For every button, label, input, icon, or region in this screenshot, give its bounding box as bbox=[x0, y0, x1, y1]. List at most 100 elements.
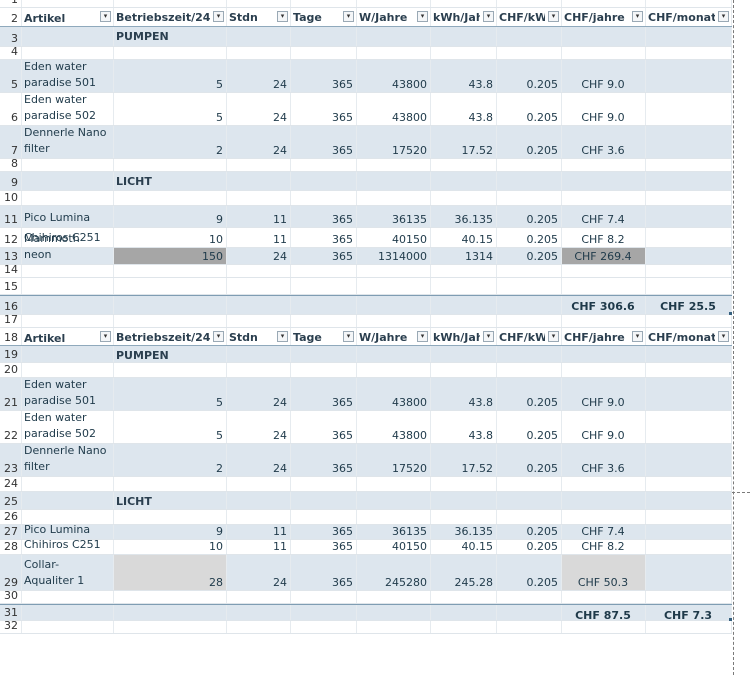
cell-30-4[interactable] bbox=[357, 591, 431, 603]
cell-30-3[interactable] bbox=[291, 591, 357, 603]
filter-dropdown-icon[interactable]: ▾ bbox=[100, 331, 111, 342]
row-number[interactable]: 3 bbox=[0, 27, 22, 46]
cell-15-8[interactable] bbox=[646, 278, 732, 294]
column-header-8[interactable]: CHF/monate▾ bbox=[646, 8, 732, 26]
cell-19-0[interactable] bbox=[22, 346, 114, 362]
cell-20-3[interactable] bbox=[291, 363, 357, 377]
cell-29-3[interactable]: 365 bbox=[291, 555, 357, 590]
cell-1-4[interactable] bbox=[357, 0, 431, 7]
cell-7-1[interactable]: 2 bbox=[114, 126, 227, 158]
row-number[interactable]: 7 bbox=[0, 126, 22, 158]
cell-25-5[interactable] bbox=[431, 492, 497, 509]
cell-9-7[interactable] bbox=[562, 172, 646, 190]
cell-28-0[interactable]: Chihiros C251 bbox=[22, 538, 114, 554]
cell-31-0[interactable] bbox=[22, 605, 114, 620]
cell-9-3[interactable] bbox=[291, 172, 357, 190]
row-number[interactable]: 1 bbox=[0, 0, 22, 7]
cell-19-2[interactable] bbox=[227, 346, 291, 362]
cell-10-2[interactable] bbox=[227, 191, 291, 205]
cell-9-2[interactable] bbox=[227, 172, 291, 190]
cell-3-5[interactable] bbox=[431, 27, 497, 46]
column-header-3[interactable]: Tage ▾ bbox=[291, 8, 357, 26]
cell-31-5[interactable] bbox=[431, 605, 497, 620]
cell-17-8[interactable] bbox=[646, 315, 732, 327]
row-number[interactable]: 22 bbox=[0, 411, 22, 443]
cell-22-4[interactable]: 43800 bbox=[357, 411, 431, 443]
column-header-7[interactable]: CHF/jahre ▾ bbox=[562, 328, 646, 345]
row-number[interactable]: 21 bbox=[0, 378, 22, 410]
cell-14-1[interactable] bbox=[114, 265, 227, 277]
cell-23-5[interactable]: 17.52 bbox=[431, 444, 497, 476]
cell-14-6[interactable] bbox=[497, 265, 562, 277]
cell-27-2[interactable]: 11 bbox=[227, 525, 291, 539]
cell-16-0[interactable] bbox=[22, 296, 114, 314]
cell-13-2[interactable]: 24 bbox=[227, 248, 291, 264]
cell-14-8[interactable] bbox=[646, 265, 732, 277]
cell-8-3[interactable] bbox=[291, 159, 357, 171]
cell-21-6[interactable]: 0.205 bbox=[497, 378, 562, 410]
cell-25-0[interactable] bbox=[22, 492, 114, 509]
cell-12-3[interactable]: 365 bbox=[291, 228, 357, 247]
row-number[interactable]: 24 bbox=[0, 477, 22, 491]
cell-3-7[interactable] bbox=[562, 27, 646, 46]
cell-10-3[interactable] bbox=[291, 191, 357, 205]
cell-32-5[interactable] bbox=[431, 621, 497, 633]
cell-8-1[interactable] bbox=[114, 159, 227, 171]
cell-7-8[interactable] bbox=[646, 126, 732, 158]
cell-15-5[interactable] bbox=[431, 278, 497, 294]
cell-31-7[interactable]: CHF 87.5 bbox=[562, 605, 646, 622]
cell-8-7[interactable] bbox=[562, 159, 646, 171]
cell-22-5[interactable]: 43.8 bbox=[431, 411, 497, 443]
row-number[interactable]: 17 bbox=[0, 313, 22, 327]
cell-26-0[interactable] bbox=[22, 510, 114, 524]
cell-1-0[interactable] bbox=[22, 0, 114, 7]
cell-29-1[interactable]: 28 bbox=[114, 555, 227, 590]
filter-dropdown-icon[interactable]: ▾ bbox=[483, 11, 494, 22]
row-number[interactable]: 16 bbox=[0, 296, 22, 314]
cell-23-1[interactable]: 2 bbox=[114, 444, 227, 476]
filter-dropdown-icon[interactable]: ▾ bbox=[548, 11, 559, 22]
cell-1-8[interactable] bbox=[646, 0, 732, 7]
cell-23-8[interactable] bbox=[646, 444, 732, 476]
row-number[interactable]: 4 bbox=[0, 45, 22, 59]
cell-5-8[interactable] bbox=[646, 60, 732, 92]
cell-12-8[interactable] bbox=[646, 228, 732, 247]
cell-26-6[interactable] bbox=[497, 510, 562, 524]
column-header-4[interactable]: W/Jahre ▾ bbox=[357, 8, 431, 26]
cell-10-0[interactable] bbox=[22, 191, 114, 205]
cell-19-3[interactable] bbox=[291, 346, 357, 362]
cell-21-1[interactable]: 5 bbox=[114, 378, 227, 410]
cell-28-7[interactable]: CHF 8.2 bbox=[562, 540, 646, 554]
cell-17-3[interactable] bbox=[291, 315, 357, 327]
row-number[interactable]: 11 bbox=[0, 206, 22, 227]
cell-20-0[interactable] bbox=[22, 363, 114, 377]
cell-24-1[interactable] bbox=[114, 477, 227, 491]
cell-6-0[interactable]: Eden water paradise 502 bbox=[22, 93, 114, 125]
cell-24-8[interactable] bbox=[646, 477, 732, 491]
cell-25-3[interactable] bbox=[291, 492, 357, 509]
row-number[interactable]: 14 bbox=[0, 263, 22, 277]
cell-12-5[interactable]: 40.15 bbox=[431, 228, 497, 247]
cell-17-1[interactable] bbox=[114, 315, 227, 327]
cell-21-3[interactable]: 365 bbox=[291, 378, 357, 410]
cell-20-5[interactable] bbox=[431, 363, 497, 377]
cell-1-6[interactable] bbox=[497, 0, 562, 7]
cell-28-6[interactable]: 0.205 bbox=[497, 540, 562, 554]
cell-32-8[interactable] bbox=[646, 621, 732, 633]
cell-14-5[interactable] bbox=[431, 265, 497, 277]
cell-16-2[interactable] bbox=[227, 296, 291, 314]
cell-15-1[interactable] bbox=[114, 278, 227, 294]
row-number[interactable]: 29 bbox=[0, 555, 22, 590]
cell-7-4[interactable]: 17520 bbox=[357, 126, 431, 158]
row-number[interactable]: 6 bbox=[0, 93, 22, 125]
cell-5-4[interactable]: 43800 bbox=[357, 60, 431, 92]
filter-dropdown-icon[interactable]: ▾ bbox=[277, 331, 288, 342]
cell-1-2[interactable] bbox=[227, 0, 291, 7]
cell-31-4[interactable] bbox=[357, 605, 431, 620]
column-header-2[interactable]: Stdn ▾ bbox=[227, 8, 291, 26]
cell-15-7[interactable] bbox=[562, 278, 646, 294]
cell-30-7[interactable] bbox=[562, 591, 646, 603]
filter-dropdown-icon[interactable]: ▾ bbox=[718, 331, 729, 342]
cell-5-6[interactable]: 0.205 bbox=[497, 60, 562, 92]
